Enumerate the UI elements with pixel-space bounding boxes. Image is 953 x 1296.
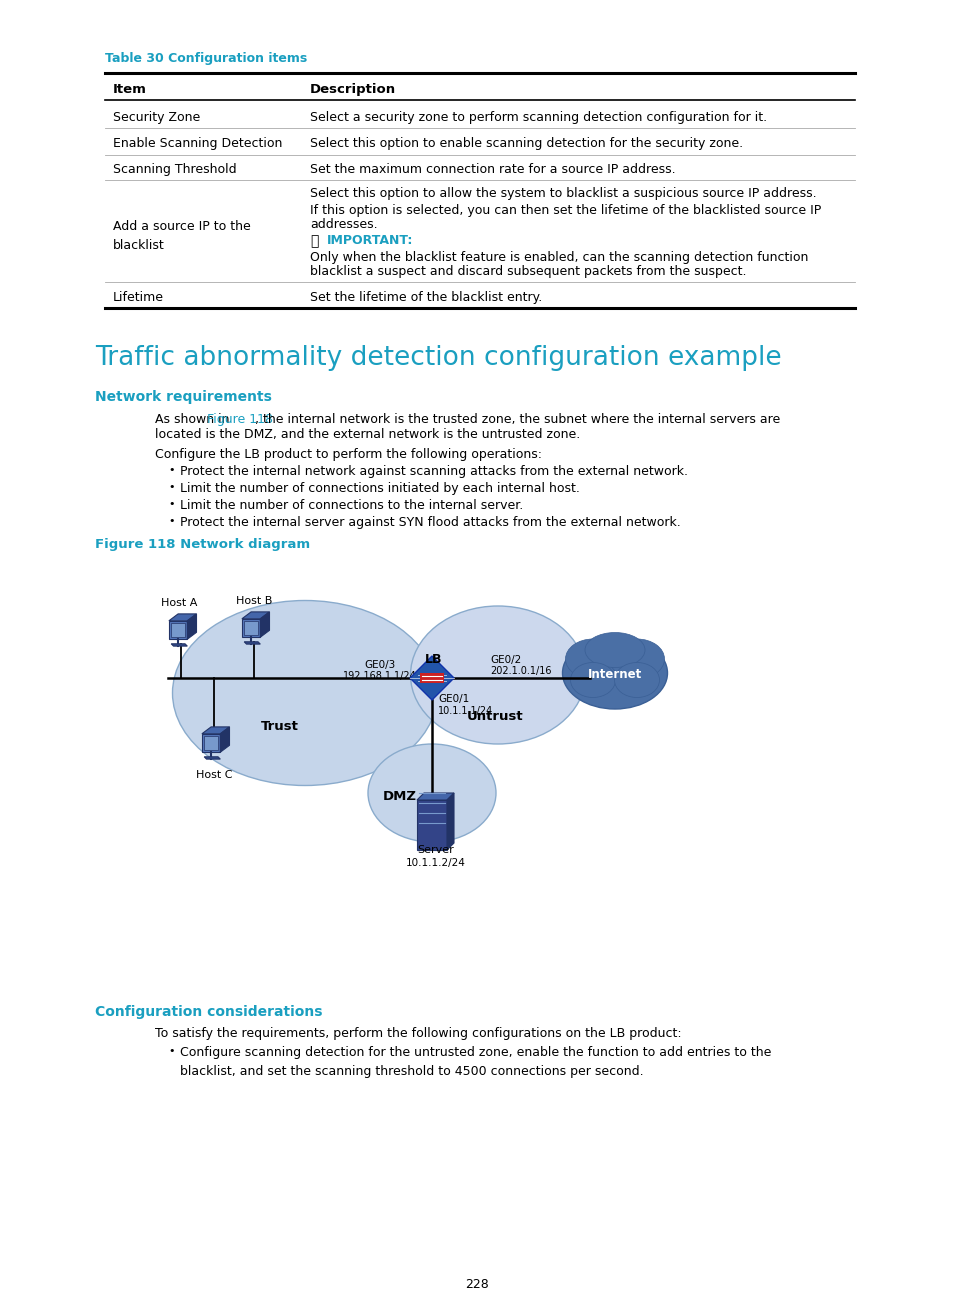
Polygon shape: [202, 734, 220, 752]
Text: Item: Item: [112, 83, 147, 96]
Text: Only when the blacklist feature is enabled, can the scanning detection function: Only when the blacklist feature is enabl…: [310, 251, 807, 264]
Polygon shape: [187, 614, 196, 639]
Ellipse shape: [565, 639, 619, 679]
Text: 10.1.1.2/24: 10.1.1.2/24: [406, 858, 465, 868]
Text: DMZ: DMZ: [382, 791, 416, 804]
Text: Set the maximum connection rate for a source IP address.: Set the maximum connection rate for a so…: [310, 163, 675, 176]
Text: Select a security zone to perform scanning detection configuration for it.: Select a security zone to perform scanni…: [310, 111, 766, 124]
Ellipse shape: [172, 600, 437, 785]
Text: Untrust: Untrust: [466, 710, 523, 723]
Text: 192.168.1.1/24: 192.168.1.1/24: [343, 671, 416, 680]
Text: As shown in: As shown in: [154, 413, 233, 426]
Text: Enable Scanning Detection: Enable Scanning Detection: [112, 137, 282, 150]
Ellipse shape: [614, 662, 659, 697]
Polygon shape: [416, 793, 454, 800]
Text: Host B: Host B: [235, 596, 272, 607]
Text: If this option is selected, you can then set the lifetime of the blacklisted sou: If this option is selected, you can then…: [310, 203, 821, 216]
Text: located is the DMZ, and the external network is the untrusted zone.: located is the DMZ, and the external net…: [154, 428, 579, 441]
Text: Internet: Internet: [587, 669, 641, 682]
Text: Protect the internal server against SYN flood attacks from the external network.: Protect the internal server against SYN …: [180, 516, 680, 529]
Text: Traffic abnormality detection configuration example: Traffic abnormality detection configurat…: [95, 345, 781, 371]
Text: •: •: [168, 516, 174, 526]
Polygon shape: [242, 618, 260, 638]
Text: addresses.: addresses.: [310, 218, 377, 231]
Text: Protect the internal network against scanning attacks from the external network.: Protect the internal network against sca…: [180, 465, 687, 478]
Text: To satisfy the requirements, perform the following configurations on the LB prod: To satisfy the requirements, perform the…: [154, 1026, 680, 1039]
Text: Limit the number of connections to the internal server.: Limit the number of connections to the i…: [180, 499, 522, 512]
Polygon shape: [244, 642, 260, 644]
Text: 202.1.0.1/16: 202.1.0.1/16: [490, 666, 551, 677]
Text: blacklist a suspect and discard subsequent packets from the suspect.: blacklist a suspect and discard subseque…: [310, 264, 745, 279]
Polygon shape: [447, 793, 454, 850]
Polygon shape: [220, 727, 230, 752]
Ellipse shape: [584, 632, 644, 667]
Ellipse shape: [609, 639, 664, 679]
Text: , the internal network is the trusted zone, the subnet where the internal server: , the internal network is the trusted zo…: [254, 413, 780, 426]
Text: •: •: [168, 499, 174, 509]
Text: •: •: [168, 1046, 174, 1056]
Text: LB: LB: [425, 653, 442, 666]
Polygon shape: [242, 612, 269, 618]
Text: Host A: Host A: [161, 597, 197, 608]
Text: GE0/3: GE0/3: [364, 660, 395, 670]
Text: Network requirements: Network requirements: [95, 390, 272, 404]
Text: 10.1.1.1/24: 10.1.1.1/24: [437, 706, 493, 715]
Text: Configuration considerations: Configuration considerations: [95, 1004, 322, 1019]
Polygon shape: [204, 757, 220, 759]
Ellipse shape: [570, 662, 615, 697]
Text: Description: Description: [310, 83, 395, 96]
Ellipse shape: [368, 744, 496, 842]
Polygon shape: [169, 614, 196, 621]
Polygon shape: [171, 623, 185, 636]
Polygon shape: [416, 800, 447, 850]
Text: ⓘ: ⓘ: [310, 235, 318, 248]
Text: Set the lifetime of the blacklist entry.: Set the lifetime of the blacklist entry.: [310, 292, 541, 305]
Text: GE0/1: GE0/1: [437, 693, 469, 704]
Text: GE0/2: GE0/2: [490, 654, 520, 665]
Ellipse shape: [562, 638, 667, 709]
Text: Select this option to allow the system to blacklist a suspicious source IP addre: Select this option to allow the system t…: [310, 187, 816, 200]
Text: •: •: [168, 482, 174, 492]
Polygon shape: [204, 736, 218, 750]
Polygon shape: [419, 673, 443, 683]
Text: Scanning Threshold: Scanning Threshold: [112, 163, 236, 176]
Text: Configure scanning detection for the untrusted zone, enable the function to add : Configure scanning detection for the unt…: [180, 1046, 771, 1078]
Text: Server: Server: [417, 845, 454, 855]
Text: •: •: [168, 465, 174, 476]
Polygon shape: [244, 621, 257, 635]
Text: Security Zone: Security Zone: [112, 111, 200, 124]
Polygon shape: [202, 727, 230, 734]
Text: IMPORTANT:: IMPORTANT:: [327, 235, 413, 248]
Text: Add a source IP to the
blacklist: Add a source IP to the blacklist: [112, 220, 251, 251]
Text: Lifetime: Lifetime: [112, 292, 164, 305]
Text: Figure 118: Figure 118: [207, 413, 273, 426]
Text: Configure the LB product to perform the following operations:: Configure the LB product to perform the …: [154, 448, 541, 461]
Text: Figure 118 Network diagram: Figure 118 Network diagram: [95, 538, 310, 551]
Polygon shape: [410, 656, 454, 700]
Text: Trust: Trust: [261, 721, 298, 734]
Text: 228: 228: [465, 1278, 488, 1291]
Text: Table 30 Configuration items: Table 30 Configuration items: [105, 52, 307, 65]
Polygon shape: [169, 621, 187, 639]
Ellipse shape: [410, 607, 585, 744]
Text: Select this option to enable scanning detection for the security zone.: Select this option to enable scanning de…: [310, 137, 742, 150]
Polygon shape: [260, 612, 269, 638]
Text: Host C: Host C: [195, 770, 232, 780]
Polygon shape: [171, 644, 187, 647]
Text: Limit the number of connections initiated by each internal host.: Limit the number of connections initiate…: [180, 482, 579, 495]
